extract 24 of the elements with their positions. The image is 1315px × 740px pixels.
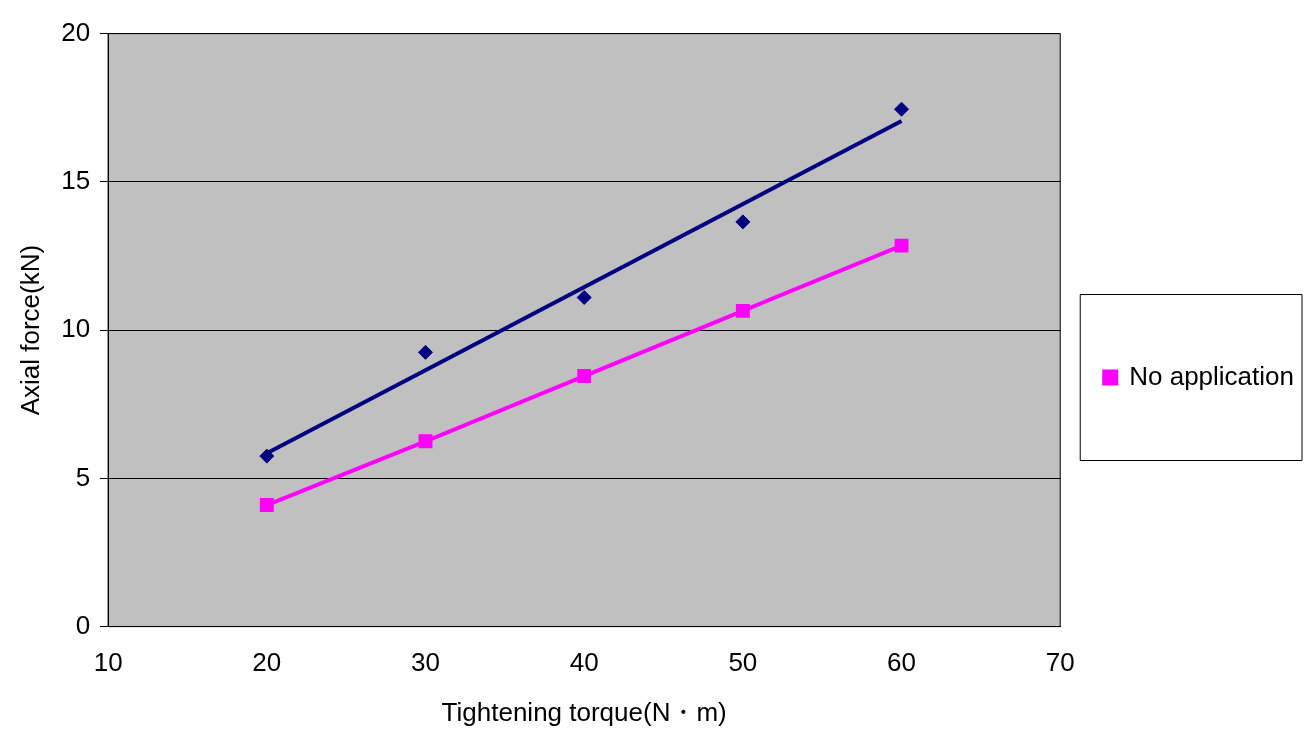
point [894, 101, 910, 117]
point [894, 238, 909, 253]
y-tick-label: 0 [75, 609, 91, 640]
x-tick-label: 60 [887, 647, 916, 678]
point [577, 369, 592, 384]
point [735, 214, 751, 230]
point [576, 289, 592, 305]
x-tick-label: 30 [411, 647, 440, 678]
x-tick-label: 50 [728, 647, 758, 678]
y-tick-label: 5 [75, 461, 91, 492]
point [259, 498, 274, 512]
x-axis-title: Tightening torque(N・m) [441, 696, 727, 727]
x-tick-label: 40 [569, 647, 599, 678]
legend-label: No application [1129, 360, 1295, 391]
point [418, 434, 433, 449]
x-tick-label: 70 [1045, 647, 1075, 678]
point [735, 303, 750, 318]
point [259, 448, 275, 464]
y-tick-label: 20 [61, 16, 91, 47]
y-tick-label: 15 [61, 165, 91, 196]
x-tick-label: 20 [252, 647, 282, 678]
point [417, 344, 433, 360]
y-axis-title: Axial force(kN) [14, 244, 45, 416]
y-tick-label: 10 [61, 313, 91, 344]
